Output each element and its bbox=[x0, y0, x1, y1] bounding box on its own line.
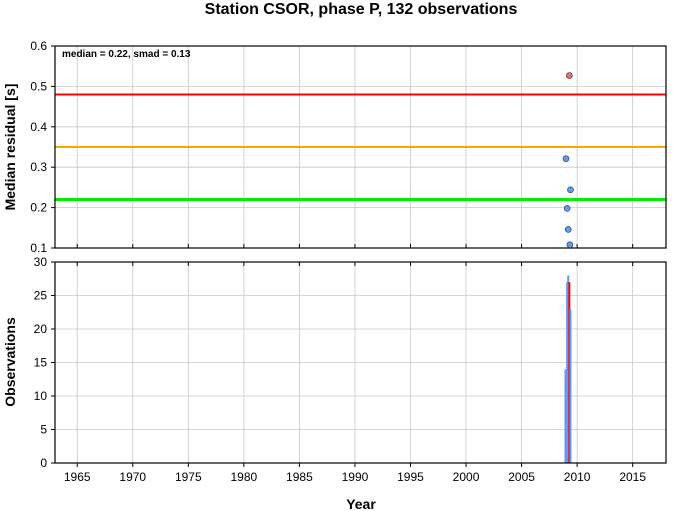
x-tick-label: 1980 bbox=[231, 470, 258, 484]
observation-bar bbox=[566, 282, 569, 463]
x-tick-label: 1975 bbox=[175, 470, 202, 484]
observation-bar bbox=[569, 308, 572, 463]
chart-title: Station CSOR, phase P, 132 observations bbox=[205, 1, 518, 18]
y-tick-label: 0.3 bbox=[30, 160, 47, 174]
observation-bar bbox=[564, 369, 567, 463]
observation-bar bbox=[568, 282, 571, 463]
stats-annotation: median = 0.22, smad = 0.13 bbox=[62, 49, 191, 60]
y-tick-label: 0.5 bbox=[30, 79, 47, 93]
y-tick-label: 25 bbox=[34, 289, 48, 303]
data-point bbox=[564, 226, 572, 233]
data-point bbox=[566, 241, 574, 249]
data-point bbox=[566, 72, 573, 79]
x-axis-label: Year bbox=[346, 496, 376, 511]
y-tick-label: 5 bbox=[40, 423, 47, 437]
y-tick-label: 20 bbox=[34, 322, 48, 336]
residual-y-axis-label: Median residual [s] bbox=[2, 84, 18, 211]
observations-panel: 0 5 10 15 20 25 30 1965 1970 1975 1980 1985 1990 199… bbox=[2, 244, 667, 511]
x-tick-label: 1985 bbox=[286, 470, 313, 484]
data-point bbox=[567, 186, 574, 194]
x-tick-label: 2005 bbox=[508, 470, 535, 484]
x-tick-label: 2010 bbox=[564, 470, 591, 484]
y-tick-label: 30 bbox=[34, 255, 48, 269]
data-point bbox=[562, 155, 570, 163]
y-tick-label: 10 bbox=[34, 389, 48, 403]
x-tick-label: 1990 bbox=[342, 470, 369, 484]
observation-bar bbox=[567, 275, 570, 463]
x-tick-label: 1970 bbox=[119, 470, 146, 484]
y-tick-label: 15 bbox=[34, 356, 48, 370]
y-tick-label: 0.1 bbox=[30, 241, 47, 255]
observations-y-axis-label: Observations bbox=[2, 317, 18, 407]
data-point bbox=[563, 205, 571, 212]
x-tick-label: 2015 bbox=[619, 470, 646, 484]
y-tick-label: 0 bbox=[40, 456, 47, 470]
x-tick-label: 2000 bbox=[453, 470, 480, 484]
residual-panel: 0.1 0.2 0.3 0.4 0.5 0.6 median = 0.22, smad =… bbox=[2, 39, 667, 255]
x-tick-label: 1965 bbox=[64, 470, 91, 484]
residual-plot-frame bbox=[54, 45, 667, 249]
y-tick-label: 0.6 bbox=[30, 39, 47, 53]
y-tick-label: 0.2 bbox=[30, 201, 47, 215]
x-tick-label: 1995 bbox=[397, 470, 424, 484]
y-tick-label: 0.4 bbox=[30, 120, 47, 134]
